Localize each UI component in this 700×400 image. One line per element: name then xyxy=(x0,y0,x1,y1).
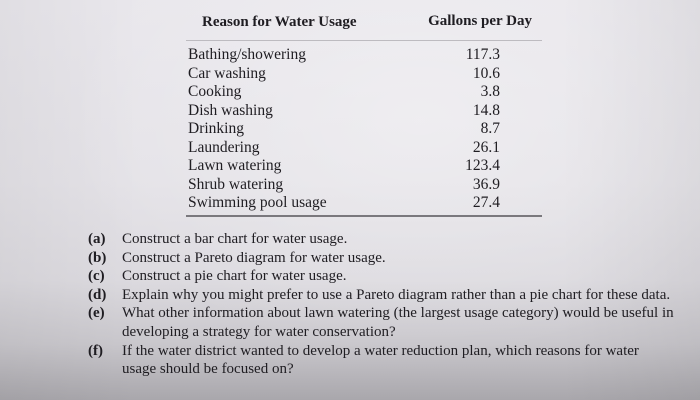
row-reason: Laundering xyxy=(188,138,260,156)
row-reason: Drinking xyxy=(188,120,244,137)
row-reason: Swimming pool usage xyxy=(188,194,327,211)
row-gallons: 8.7 xyxy=(480,120,500,137)
table-row: Cooking 3.8 xyxy=(186,83,542,102)
water-usage-table: Reason for Water Usage Gallons per Day B… xyxy=(186,6,542,217)
table-row: Shrub watering 36.9 xyxy=(186,176,542,195)
question-label: (d) xyxy=(88,286,107,303)
question-text: Construct a bar chart for water usage. xyxy=(122,231,348,247)
column-header-gallons: Gallons per Day xyxy=(428,13,532,29)
table-bottom-divider xyxy=(186,215,542,217)
question-label: (f) xyxy=(88,342,103,359)
table-body: Bathing/showering 117.3 Car washing 10.6… xyxy=(186,46,542,213)
question-item: (b) Construct a Pareto diagram for water… xyxy=(88,249,676,268)
row-reason: Cooking xyxy=(188,83,242,100)
question-item: (f) If the water district wanted to deve… xyxy=(88,342,676,379)
column-header-reason: Reason for Water Usage xyxy=(202,14,357,30)
question-text: Construct a pie chart for water usage. xyxy=(122,268,347,285)
table-header: Reason for Water Usage Gallons per Day xyxy=(186,6,542,40)
question-label: (e) xyxy=(88,305,105,322)
row-gallons: 36.9 xyxy=(472,175,500,193)
table-row: Swimming pool usage 27.4 xyxy=(186,194,542,213)
question-item: (c) Construct a pie chart for water usag… xyxy=(88,267,676,286)
table-row: Lawn watering 123.4 xyxy=(186,157,542,176)
row-gallons: 10.6 xyxy=(472,64,500,82)
row-gallons: 3.8 xyxy=(480,83,500,100)
row-gallons: 26.1 xyxy=(472,138,500,156)
row-reason: Bathing/showering xyxy=(188,46,306,63)
row-gallons: 27.4 xyxy=(472,194,500,211)
table-row: Bathing/showering 117.3 xyxy=(186,46,542,65)
question-text: What other information about lawn wateri… xyxy=(122,305,674,340)
row-reason: Lawn watering xyxy=(188,157,282,174)
header-divider xyxy=(186,40,542,41)
row-reason: Shrub watering xyxy=(188,175,284,193)
question-label: (c) xyxy=(88,268,105,285)
row-gallons: 14.8 xyxy=(472,101,500,119)
question-item: (d) Explain why you might prefer to use … xyxy=(88,286,676,305)
table-row: Drinking 8.7 xyxy=(186,120,542,139)
table-row: Car washing 10.6 xyxy=(186,65,542,84)
question-text: If the water district wanted to develop … xyxy=(122,342,639,378)
question-item: (a) Construct a bar chart for water usag… xyxy=(88,230,676,249)
row-reason: Dish washing xyxy=(188,101,273,119)
row-gallons: 117.3 xyxy=(465,46,500,63)
table-row: Laundering 26.1 xyxy=(186,139,542,158)
question-label: (b) xyxy=(88,249,107,266)
question-label: (a) xyxy=(88,231,106,247)
table-row: Dish washing 14.8 xyxy=(186,102,542,121)
row-reason: Car washing xyxy=(188,64,266,82)
exercise-questions: (a) Construct a bar chart for water usag… xyxy=(88,230,676,379)
question-text: Construct a Pareto diagram for water usa… xyxy=(122,249,386,266)
question-text: Explain why you might prefer to use a Pa… xyxy=(122,286,671,303)
row-gallons: 123.4 xyxy=(465,157,500,174)
question-item: (e) What other information about lawn wa… xyxy=(88,304,676,341)
